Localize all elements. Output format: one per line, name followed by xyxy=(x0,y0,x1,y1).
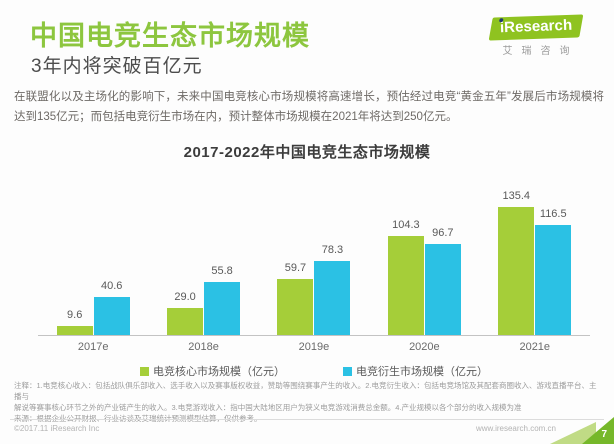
footnote: 注释：1.电竞核心收入：包括战队俱乐部收入、选手收入以及赛事版权收益，赞助等围绕… xyxy=(14,381,599,425)
bar xyxy=(56,326,93,335)
iresearch-logo: iResearch 艾瑞咨询 xyxy=(480,14,592,57)
bar-column: 135.4 xyxy=(498,190,535,335)
bar-value-label: 55.8 xyxy=(211,265,233,277)
bar xyxy=(314,261,351,335)
bar-column: 55.8 xyxy=(204,265,241,335)
bar-column: 29.0 xyxy=(167,291,204,335)
legend-item: 电竞衍生市场规模（亿元） xyxy=(343,363,488,379)
bar-value-label: 40.6 xyxy=(100,280,123,292)
footer-website: www.iresearch.com.cn xyxy=(475,424,556,433)
bar-column: 104.3 xyxy=(387,219,424,335)
bar-group: 29.0 55.8 xyxy=(167,265,241,335)
footnote-line: 解说等赛事核心环节之外的产业链产生的收入。3.电竞游戏收入：指中国大陆地区用户为… xyxy=(14,402,522,412)
legend-swatch-icon xyxy=(343,366,352,376)
x-axis-tick-label: 2018e xyxy=(188,341,219,353)
bar-value-label: 9.6 xyxy=(67,309,83,321)
footer-divider xyxy=(10,419,604,420)
footer-copyright: ©2017.11 iResearch Inc xyxy=(14,424,100,433)
bar-column: 40.6 xyxy=(93,280,130,335)
bar-value-label: 96.7 xyxy=(432,227,454,239)
bar-value-label: 78.3 xyxy=(321,244,344,256)
bar-value-label: 104.3 xyxy=(392,219,420,231)
bar-column: 96.7 xyxy=(424,227,461,335)
bar-value-label: 59.7 xyxy=(284,262,307,274)
x-axis-tick-label: 2017e xyxy=(77,341,109,353)
logo-subtext: 艾瑞咨询 xyxy=(502,46,579,57)
bar-value-label: 116.5 xyxy=(539,208,567,220)
bar-value-label: 135.4 xyxy=(502,190,531,202)
bar xyxy=(167,308,204,335)
legend-swatch-icon xyxy=(140,366,149,376)
chart-legend: 电竞核心市场规模（亿元） 电竞衍生市场规模（亿元） xyxy=(38,363,590,379)
page-subtitle: 3年内将突破百亿元 xyxy=(31,56,203,77)
bar-column: 116.5 xyxy=(535,208,572,335)
footnote-line: 来源：根据企业公开财报、行业访谈及艾瑞统计预测模型估算，仅供参考。 xyxy=(14,413,262,423)
logo-banner: iResearch xyxy=(488,14,584,41)
x-axis-tick-label: 2021e xyxy=(519,341,551,353)
bar-chart: 9.6 40.6 29.0 55.8 59.7 78.3 104.3 96.7 135.4 116… xyxy=(38,168,590,379)
x-axis-tick-label: 2019e xyxy=(298,341,330,353)
bar-column: 9.6 xyxy=(56,309,93,335)
bar xyxy=(277,279,314,335)
x-axis-labels: 2017e 2018e 2019e 2020e 2021e xyxy=(38,341,590,353)
x-axis-tick-label: 2020e xyxy=(409,341,440,353)
intro-paragraph: 在联盟化以及主场化的影响下，未来中国电竞核心市场规模将高速增长，预估经过电竞“黄… xyxy=(14,91,604,123)
bar xyxy=(387,236,424,335)
footnote-line: 注释：1.电竞核心收入：包括战队俱乐部收入、选手收入以及赛事版权收益，赞助等围绕… xyxy=(14,381,597,401)
bar-group: 135.4 116.5 xyxy=(498,190,572,335)
bar xyxy=(498,207,535,335)
page-number: 7 xyxy=(601,429,607,440)
bar-value-label: 29.0 xyxy=(174,291,196,303)
chart-title: 2017-2022年中国电竞生态市场规模 xyxy=(183,144,431,161)
legend-label: 电竞衍生市场规模（亿元） xyxy=(356,366,488,378)
bar xyxy=(424,244,461,335)
bar-column: 59.7 xyxy=(277,262,314,335)
chart-plot: 9.6 40.6 29.0 55.8 59.7 78.3 104.3 96.7 135.4 116… xyxy=(38,168,590,336)
legend-label: 电竞核心市场规模（亿元） xyxy=(153,366,285,378)
bar-group: 104.3 96.7 xyxy=(387,219,461,335)
bar-group: 9.6 40.6 xyxy=(56,280,130,335)
page-title: 中国电竞生态市场规模 xyxy=(30,21,310,51)
bar xyxy=(93,297,130,335)
legend-item: 电竞核心市场规模（亿元） xyxy=(140,363,285,379)
bar-column: 78.3 xyxy=(314,244,351,335)
bar-group: 59.7 78.3 xyxy=(277,244,351,335)
bar xyxy=(535,225,572,335)
bar xyxy=(204,282,241,335)
logo-text: iResearch xyxy=(499,16,573,37)
